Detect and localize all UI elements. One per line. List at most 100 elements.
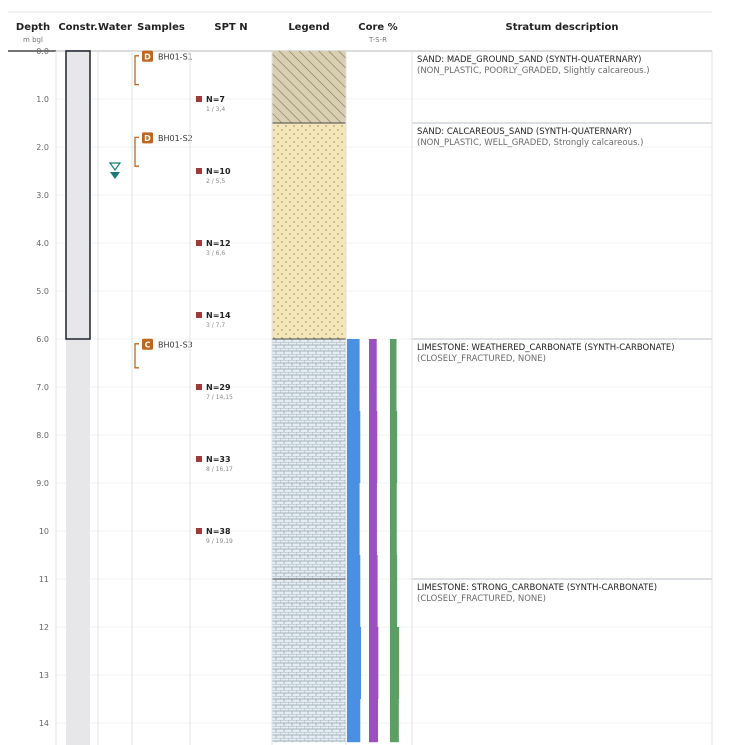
spt-n-value: N=14 [206,311,231,320]
stratum-pattern [272,51,346,123]
tcr-bar [347,627,361,699]
spt-marker [196,168,202,174]
depth-tick-label: 6.0 [36,335,49,344]
description-column: SAND: MADE_GROUND_SAND (SYNTH-QUATERNARY… [412,55,712,604]
depth-tick-label: 7.0 [36,383,49,392]
stratum-title: SAND: CALCAREOUS_SAND (SYNTH-QUATERNARY) [417,127,632,137]
spt-blow-counts: 3 / 6,6 [206,250,225,257]
spt-n-value: N=33 [206,455,231,464]
spt-blow-counts: 8 / 16,17 [206,466,233,473]
sample-type-label: D [144,52,151,61]
legend-column [272,51,346,743]
depth-header: Depth [16,22,50,33]
rqd-bar [390,699,399,743]
stratum-title: LIMESTONE: WEATHERED_CARBONATE (SYNTH-CA… [417,343,675,353]
stratum-pattern [272,123,346,339]
water-column [108,162,122,179]
spt-n-value: N=29 [206,383,231,392]
spt-marker [196,528,202,534]
sample-bracket [134,55,139,86]
depth-tick-label: 11 [39,575,49,584]
scr-bar [369,483,377,555]
sample-id: BH01-S1 [158,52,193,61]
sample-type-label: C [145,340,151,349]
spt-marker [196,312,202,318]
water-header: Water [98,22,132,33]
scr-bar [369,339,377,411]
legend-header: Legend [288,22,329,33]
spt-marker [196,456,202,462]
depth-tick-label: 0.0 [36,47,49,56]
spt-marker [196,96,202,102]
rqd-bar [390,483,397,555]
tcr-bar [347,555,361,627]
sample-type-badge [142,132,153,144]
stratum-detail: (NON_PLASTIC, POORLY_GRADED, Slightly ca… [417,66,650,76]
sample-bracket [134,343,139,369]
samples-header: Samples [137,22,185,33]
depth-tick-label: 5.0 [36,287,49,296]
depth-unit: m bgl [23,36,43,44]
depth-tick-label: 10 [39,527,49,536]
spt-blow-counts: 9 / 19,19 [206,538,233,545]
depth-tick-label: 1.0 [36,95,49,104]
stratum-detail: (CLOSELY_FRACTURED, NONE) [417,594,546,604]
column-dividers [55,51,713,745]
spt-column: N=7 1 / 3,4 N=10 2 / 5,5 N=12 3 / 6,6 N=14 3 / … [196,95,233,545]
sample-id: BH01-S3 [158,340,193,349]
sample-type-label: D [144,134,151,143]
spt-blow-counts: 2 / 5,5 [206,178,225,185]
rqd-bar [390,411,398,483]
tcr-bar [347,699,361,743]
sample-type-badge [142,338,153,350]
tcr-bar [347,339,360,411]
depth-tick-label: 2.0 [36,143,49,152]
spt-blow-counts: 1 / 3,4 [206,106,225,113]
sample-bracket [134,136,139,167]
scr-bar [369,627,379,699]
depth-grid [56,50,712,724]
scr-bar [369,699,379,743]
rqd-bar [390,339,397,411]
core-subheader: T-S-R [368,36,387,44]
rqd-bar [390,627,400,699]
header-row: Depth m bgl Constr. Water Samples SPT N … [8,11,712,52]
stratum-pattern [272,339,346,579]
water-level-icon [110,172,120,179]
stratum-title: LIMESTONE: STRONG_CARBONATE (SYNTH-CARBO… [417,583,657,593]
depth-tick-label: 9.0 [36,479,49,488]
depth-tick-label: 8.0 [36,431,49,440]
construction-column [65,50,91,745]
rqd-bar [390,555,398,627]
depth-tick-label: 14 [39,719,49,728]
core-column [347,339,400,743]
spt-n-value: N=10 [206,167,231,176]
scr-bar [369,411,378,483]
stratum-pattern [272,579,346,743]
spt-marker [196,240,202,246]
spt-n-value: N=38 [206,527,231,536]
depth-tick-label: 13 [39,671,49,680]
depth-tick-label: 3.0 [36,191,49,200]
water-strike-icon [108,162,122,172]
spt-n-value: N=12 [206,239,231,248]
sample-type-badge [142,50,153,62]
tcr-bar [347,483,360,555]
depth-tick-label: 4.0 [36,239,49,248]
spt-n-value: N=7 [206,95,225,104]
spt-marker [196,384,202,390]
borehole-fill [66,51,90,745]
stratum-detail: (CLOSELY_FRACTURED, NONE) [417,354,546,364]
core-header: Core % [358,22,397,33]
depth-tick-label: 12 [39,623,49,632]
spt-header: SPT N [214,22,247,33]
depth-axis: 0.0 1.0 2.0 3.0 4.0 5.0 6.0 7.0 8.0 9.0 10 11 12 13 14 [36,47,49,728]
tcr-bar [347,411,361,483]
casing-outline [65,50,91,340]
stratum-title: SAND: MADE_GROUND_SAND (SYNTH-QUATERNARY… [417,55,642,65]
samples-column: D BH01-S1 D BH01-S2 C BH01-S3 [134,50,193,369]
spt-blow-counts: 3 / 7,7 [206,322,225,329]
scr-bar [369,555,378,627]
sample-id: BH01-S2 [158,134,193,143]
